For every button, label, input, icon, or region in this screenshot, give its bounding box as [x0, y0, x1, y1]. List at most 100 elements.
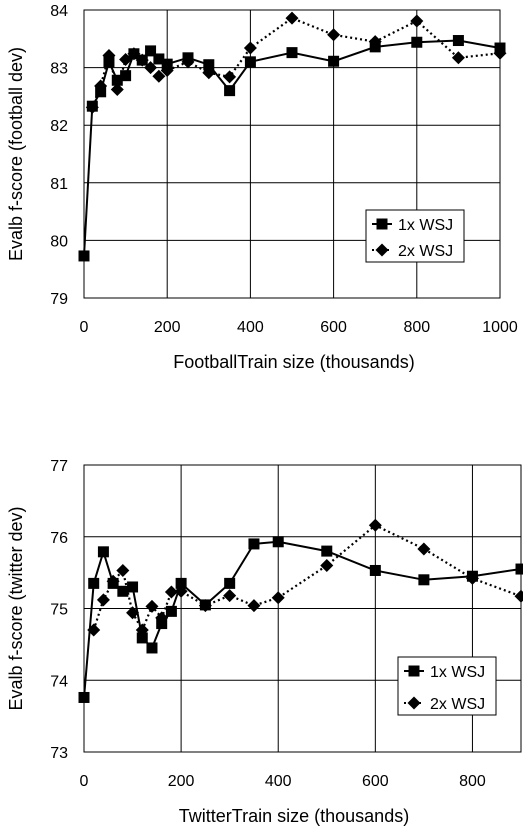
plot-frame — [83, 9, 501, 299]
legend-label: 2x WSJ — [398, 243, 453, 260]
data-point — [165, 605, 177, 617]
data-point — [128, 48, 140, 60]
data-point — [224, 85, 236, 97]
y-tick-label: 80 — [50, 233, 68, 250]
data-point — [164, 585, 178, 599]
y-tick-label: 75 — [50, 602, 68, 619]
data-point — [107, 577, 119, 589]
legend-label: 1x WSJ — [398, 217, 453, 234]
legend: 1x WSJ 2x WSJ — [365, 209, 465, 263]
legend-marker — [376, 218, 388, 230]
data-point — [417, 542, 431, 556]
data-point — [78, 691, 90, 703]
data-point — [223, 589, 237, 603]
y-tick-label: 77 — [50, 458, 68, 475]
data-point — [146, 642, 158, 654]
data-point — [328, 55, 340, 67]
data-point — [88, 577, 100, 589]
data-point — [515, 563, 523, 575]
x-tick-label: 0 — [80, 773, 89, 790]
y-axis-label: Evalb f-score (football dev) — [6, 47, 26, 261]
data-point — [145, 599, 159, 613]
data-point — [368, 518, 382, 532]
series-line — [91, 16, 501, 108]
data-point — [369, 41, 381, 53]
x-tick-label: 400 — [237, 319, 264, 336]
data-point — [175, 577, 187, 589]
data-point — [203, 59, 215, 71]
data-point — [111, 74, 123, 86]
y-tick-label: 74 — [50, 673, 68, 690]
data-point — [95, 86, 107, 98]
legend-label: 2x WSJ — [430, 696, 485, 713]
legend: 1x WSJ 2x WSJ — [397, 656, 497, 716]
data-point — [223, 70, 237, 84]
series-1 — [78, 536, 523, 703]
y-tick-label: 81 — [50, 176, 68, 193]
x-tick-label: 1000 — [482, 319, 518, 336]
chart-2: 73 74 75 76 77 0 200 400 600 800 TwitterTrain size… — [6, 458, 523, 826]
y-tick-label: 83 — [50, 61, 68, 78]
data-point — [199, 599, 211, 611]
x-axis-label: FootballTrain size (thousands) — [173, 352, 414, 372]
data-point — [369, 564, 381, 576]
data-point — [145, 45, 157, 57]
x-tick-label: 600 — [362, 773, 389, 790]
x-tick-label: 200 — [168, 773, 195, 790]
data-point — [97, 546, 109, 558]
data-point — [244, 56, 256, 68]
x-tick-label: 600 — [320, 319, 347, 336]
data-point — [156, 618, 168, 630]
data-point — [152, 69, 166, 83]
plot-frame — [83, 464, 522, 753]
data-point — [410, 14, 424, 28]
data-point — [418, 574, 430, 586]
data-point — [285, 11, 299, 25]
y-tick-label: 79 — [50, 291, 68, 308]
data-point — [494, 42, 506, 54]
x-axis-label: TwitterTrain size (thousands) — [179, 806, 409, 826]
data-point — [103, 56, 115, 68]
x-tick-label: 0 — [80, 319, 89, 336]
data-point — [116, 563, 130, 577]
data-point — [136, 54, 148, 66]
data-point — [321, 545, 333, 557]
data-point — [153, 53, 165, 65]
data-point — [224, 577, 236, 589]
data-point — [126, 606, 140, 620]
data-point — [514, 589, 523, 603]
data-point — [120, 70, 132, 82]
x-tick-label: 200 — [154, 319, 181, 336]
y-tick-label: 73 — [50, 745, 68, 762]
data-point — [161, 58, 173, 70]
legend-marker — [408, 665, 420, 677]
data-point — [327, 28, 341, 42]
x-tick-label: 800 — [459, 773, 486, 790]
data-point — [119, 53, 133, 67]
y-tick-label: 76 — [50, 530, 68, 547]
legend-marker — [407, 696, 421, 710]
data-point — [466, 570, 478, 582]
data-point — [136, 632, 148, 644]
data-point — [86, 100, 98, 112]
data-point — [247, 599, 261, 613]
x-tick-label: 400 — [265, 773, 292, 790]
y-tick-label: 84 — [50, 3, 68, 20]
data-point — [271, 591, 285, 605]
data-point — [286, 47, 298, 59]
data-point — [272, 536, 284, 548]
series-2 — [85, 11, 507, 114]
data-point — [78, 250, 90, 262]
legend-marker — [375, 243, 389, 257]
data-point — [451, 51, 465, 65]
y-axis-label: Evalb f-score (twitter dev) — [6, 506, 26, 710]
legend-label: 1x WSJ — [430, 664, 485, 681]
data-point — [452, 35, 464, 47]
series-1 — [78, 35, 506, 262]
chart-1: 79 80 81 82 83 84 0 200 400 600 800 1000 FootballTra… — [6, 3, 518, 372]
data-point — [110, 82, 124, 96]
x-tick-label: 800 — [403, 319, 430, 336]
y-tick-label: 82 — [50, 118, 68, 135]
data-point — [243, 41, 257, 55]
